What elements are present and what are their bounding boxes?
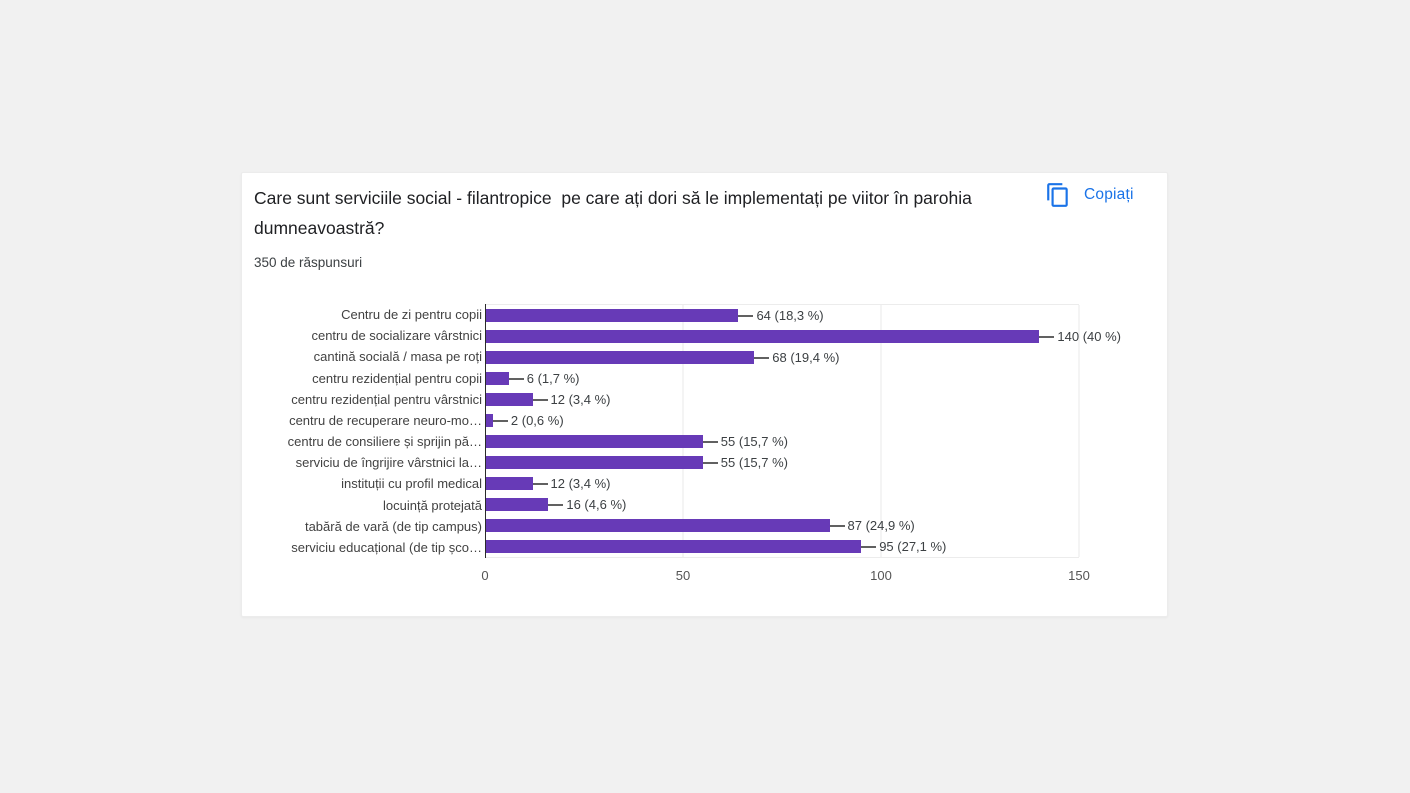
chart-row: 55 (15,7 %) [485,431,1079,452]
plot-area: 64 (18,3 %) 140 (40 %) 68 (19,4 %) 6 (1,7 %… [485,304,1121,558]
annotation-leader-line [754,356,770,359]
chart-row: 2 (0,6 %) [485,410,1079,431]
bar-value-annotation: 140 (40 %) [1057,329,1121,344]
category-label: centru de consiliere și sprijin pă… [287,434,482,450]
gridline [682,305,684,557]
bar [485,498,549,511]
bar [485,540,862,553]
category-label: centru de recuperare neuro-mo… [289,412,482,428]
x-tick-label: 0 [481,568,489,583]
x-tick-label: 100 [870,568,892,583]
bar [485,477,533,490]
gridline [1078,305,1080,557]
annotation-leader-line [702,461,718,464]
annotation-leader-line [702,440,718,443]
chart-row: 68 (19,4 %) [485,347,1079,368]
bar [485,351,755,364]
annotation-leader-line [532,482,548,485]
annotation-leader-line [861,545,877,548]
bar-value-annotation: 12 (3,4 %) [550,392,611,407]
copy-button[interactable]: Copiați [1045,182,1134,208]
chart-row: 16 (4,6 %) [485,494,1079,515]
annotation-leader-line [508,377,524,380]
chart-row: 140 (40 %) [485,326,1121,347]
bar-value-annotation: 55 (15,7 %) [720,455,788,470]
bar-value-annotation: 64 (18,3 %) [756,308,824,323]
annotation-leader-line [548,503,564,506]
chart-row: 12 (3,4 %) [485,389,1079,410]
category-label: centru rezidențial pentru copii [312,370,482,386]
chart-row: 95 (27,1 %) [485,536,1079,557]
responses-count: 350 de răspunsuri [254,255,363,270]
bar-value-annotation: 55 (15,7 %) [720,434,788,449]
category-label: serviciu de îngrijire vârstnici la… [295,455,482,471]
category-label: locuință protejată [382,497,482,513]
bar [485,372,509,385]
chart-row: 87 (24,9 %) [485,515,1079,536]
chart-row: 55 (15,7 %) [485,452,1079,473]
category-label: cantină socială / masa pe roți [313,349,482,365]
annotation-leader-line [1039,335,1055,338]
bar [485,435,703,448]
category-label: Centru de zi pentru copii [341,307,482,323]
bar [485,519,830,532]
annotation-leader-line [738,314,754,317]
chart-row: 6 (1,7 %) [485,368,1079,389]
bar [485,330,1040,343]
question-results-card: Care sunt serviciile social - filantropi… [241,172,1168,617]
category-label: centru rezidențial pentru vârstnici [291,391,482,407]
annotation-leader-line [829,524,845,527]
category-label: tabără de vară (de tip campus) [304,518,482,534]
bar-value-annotation: 95 (27,1 %) [879,539,947,554]
bar [485,456,703,469]
plot-rows: 64 (18,3 %) 140 (40 %) 68 (19,4 %) 6 (1,7 %… [485,305,1121,557]
x-tick-label: 150 [1068,568,1090,583]
gridline [880,305,882,557]
annotation-leader-line [532,398,548,401]
question-title: Care sunt serviciile social - filantropi… [254,188,977,238]
bar-value-annotation: 12 (3,4 %) [550,476,611,491]
copy-icon [1045,182,1071,208]
category-label: centru de socializare vârstnici [311,328,482,344]
category-label: instituții cu profil medical [341,476,482,492]
bar-value-annotation: 68 (19,4 %) [772,350,840,365]
category-label: serviciu educațional (de tip șco… [291,539,482,555]
bar [485,309,739,322]
x-tick-label: 50 [675,568,691,583]
copy-button-label: Copiați [1084,186,1134,203]
bar [485,414,493,427]
chart-row: 12 (3,4 %) [485,473,1079,494]
bar-value-annotation: 87 (24,9 %) [847,518,915,533]
bar-value-annotation: 16 (4,6 %) [566,497,627,512]
x-axis-labels: 0 50 100 150 [481,568,1089,586]
bar-value-annotation: 6 (1,7 %) [526,371,580,386]
category-labels: Centru de zi pentru copii centru de socia… [242,304,482,558]
bar [485,393,533,406]
annotation-leader-line [492,419,508,422]
bar-value-annotation: 2 (0,6 %) [510,413,564,428]
chart-row: 64 (18,3 %) [485,305,1079,326]
